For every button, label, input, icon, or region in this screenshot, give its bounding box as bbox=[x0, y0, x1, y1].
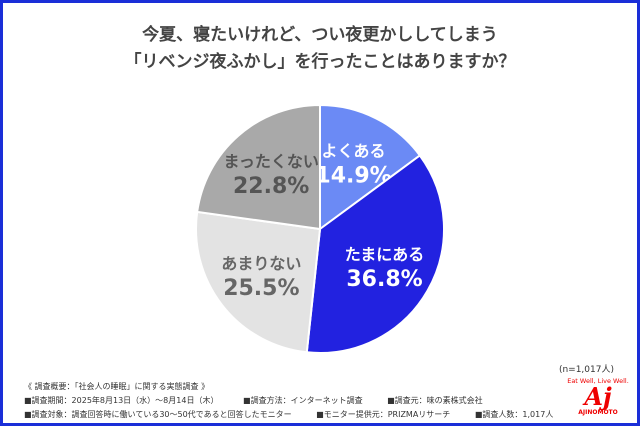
chart-title-line1: 今夏、寝たいけれど、つい夜更かししてしまう bbox=[142, 25, 498, 45]
survey-method: ■調査方法：インターネット調査 bbox=[243, 396, 363, 405]
pie-slice-2 bbox=[195, 210, 322, 354]
survey-heading: 《 調査概要：「社会人の睡眠」に関する実態調査 》 bbox=[24, 382, 210, 391]
logo-name: AJINOMOTO bbox=[578, 409, 618, 416]
survey-target: ■調査対象：調査回答時に働いている30～50代であると回答したモニター bbox=[24, 410, 292, 419]
survey-source: ■調査元：味の素株式会社 bbox=[387, 396, 483, 405]
survey-period: ■調査期間：2025年8月13日（水）～8月14日（木） bbox=[24, 396, 219, 405]
slice-label: よくある bbox=[322, 142, 386, 161]
slice-value: 25.5% bbox=[223, 276, 299, 301]
slice-value: 22.8% bbox=[233, 174, 309, 199]
survey-line1: ■調査期間：2025年8月13日（水）～8月14日（木） ■調査方法：インターネ… bbox=[24, 395, 505, 406]
pie-slice-1 bbox=[305, 154, 445, 354]
logo-tagline: Eat Well, Live Well. bbox=[567, 377, 629, 385]
chart-title-line2: 「リベンジ夜ふかし」を行ったことはありますか？ bbox=[124, 52, 516, 72]
sample-size: (n=1,017人) bbox=[558, 365, 614, 375]
survey-panel: ■モニター提供元：PRIZMAリサーチ bbox=[316, 410, 451, 419]
logo-mark: Aj bbox=[584, 382, 612, 411]
pie-slice-3 bbox=[196, 103, 321, 231]
survey-count: ■調査人数：1,017人 bbox=[474, 410, 554, 419]
slice-label: たまにある bbox=[345, 245, 425, 264]
survey-line2: ■調査対象：調査回答時に働いている30～50代であると回答したモニター ■モニタ… bbox=[24, 409, 575, 420]
slice-label: あまりない bbox=[221, 254, 301, 273]
slice-value: 36.8% bbox=[346, 267, 422, 292]
pie-slice-0 bbox=[319, 103, 422, 231]
ajinomoto-logo: Eat Well, Live Well. Aj AJINOMOTO bbox=[566, 377, 630, 416]
slice-label: まったくない bbox=[223, 152, 318, 171]
